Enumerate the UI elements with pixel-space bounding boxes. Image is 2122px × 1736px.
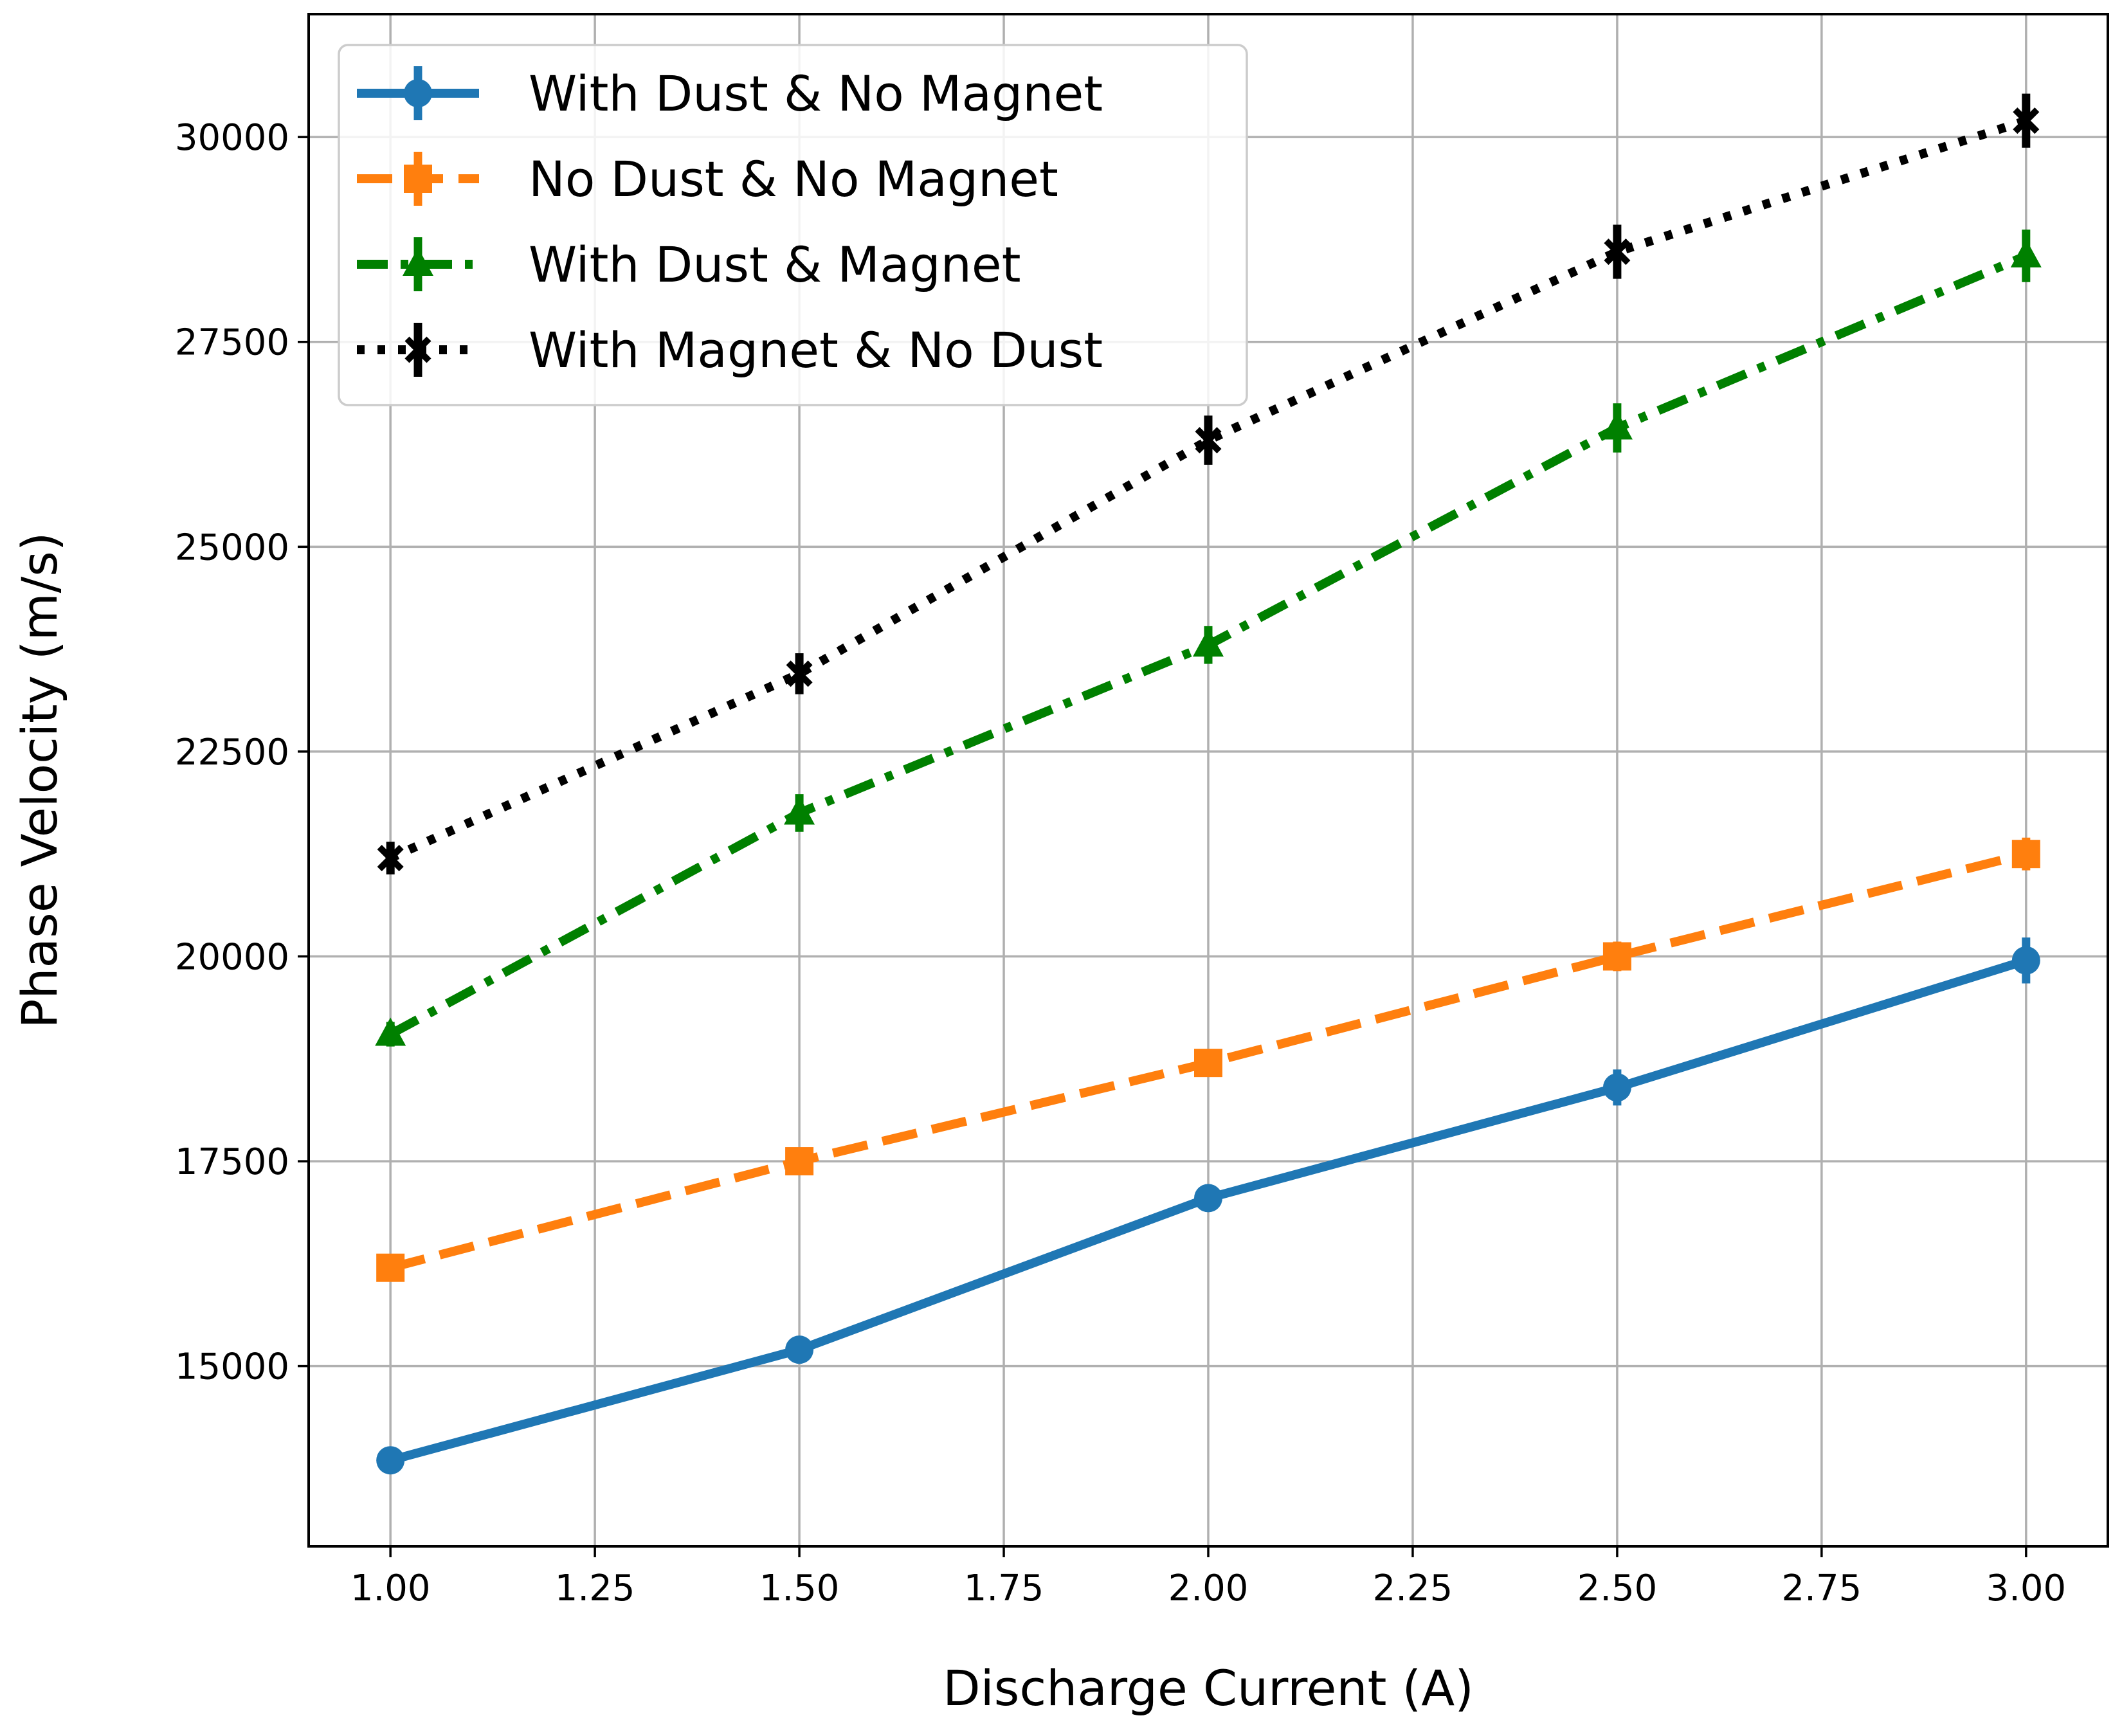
plot-series <box>375 93 2042 1475</box>
x-tick-label: 1.25 <box>555 1568 635 1609</box>
y-tick-label: 27500 <box>175 322 289 364</box>
grid <box>309 14 2108 1546</box>
legend-marker <box>403 248 433 276</box>
series-0 <box>376 937 2040 1475</box>
data-point <box>1604 239 1631 266</box>
data-point <box>785 1335 814 1364</box>
data-point <box>376 1446 405 1475</box>
data-point <box>376 1253 405 1282</box>
legend-entry-1: No Dust & No Magnet <box>357 150 1058 208</box>
data-point <box>1194 1184 1222 1213</box>
legend-marker <box>404 165 432 193</box>
data-point <box>2011 946 2040 975</box>
data-point <box>2011 840 2040 869</box>
y-axis: 15000 17500 20000 22500 25000 27500 30000 <box>175 117 309 1388</box>
series-1 <box>376 837 2040 1282</box>
legend-entry-0: With Dust & No Magnet <box>357 65 1103 122</box>
data-point <box>375 1017 406 1046</box>
x-tick-label: 1.50 <box>759 1568 840 1609</box>
data-point <box>785 1147 814 1176</box>
legend-label: With Magnet & No Dust <box>529 321 1103 379</box>
x-tick-label: 1.75 <box>964 1568 1044 1609</box>
series-2 <box>375 230 2042 1047</box>
y-axis-title: Phase Velocity (m/s) <box>11 532 68 1029</box>
y-tick-label: 20000 <box>175 936 289 978</box>
x-tick-label: 2.00 <box>1168 1568 1249 1609</box>
x-tick-label: 2.75 <box>1782 1568 1862 1609</box>
legend: With Dust & No Magnet No Dust & No Magnet… <box>338 44 1248 406</box>
legend-label: No Dust & No Magnet <box>529 150 1058 208</box>
data-point <box>377 845 404 872</box>
data-point <box>1601 411 1633 440</box>
legend-marker <box>404 336 431 363</box>
x-axis: 1.00 1.25 1.50 1.75 2.00 2.25 2.50 2.75 3.00 <box>350 1546 2066 1609</box>
legend-entry-2: With Dust & Magnet <box>357 236 1021 293</box>
legend-label: With Dust & No Magnet <box>529 65 1103 122</box>
data-point <box>2010 239 2042 267</box>
y-tick-label: 15000 <box>175 1346 289 1388</box>
y-tick-label: 22500 <box>175 732 289 773</box>
data-point <box>784 796 815 825</box>
data-point <box>1602 1073 1631 1102</box>
x-tick-label: 3.00 <box>1986 1568 2066 1609</box>
y-tick-label: 17500 <box>175 1141 289 1183</box>
data-point <box>1195 427 1222 454</box>
y-tick-label: 25000 <box>175 527 289 568</box>
data-point <box>1602 942 1631 971</box>
x-tick-label: 1.00 <box>350 1568 431 1609</box>
data-point <box>786 660 813 687</box>
data-point <box>1193 628 1224 657</box>
x-tick-label: 2.25 <box>1373 1568 1453 1609</box>
x-tick-label: 2.50 <box>1577 1568 1658 1609</box>
legend-label: With Dust & Magnet <box>529 236 1021 293</box>
series-3 <box>377 93 2040 875</box>
y-tick-label: 30000 <box>175 117 289 159</box>
x-axis-title: Discharge Current (A) <box>943 1659 1474 1717</box>
data-point <box>1194 1049 1222 1078</box>
legend-marker <box>404 79 432 107</box>
legend-entry-3: With Magnet & No Dust <box>357 321 1103 379</box>
data-point <box>2013 107 2040 134</box>
legend-box <box>338 44 1248 406</box>
